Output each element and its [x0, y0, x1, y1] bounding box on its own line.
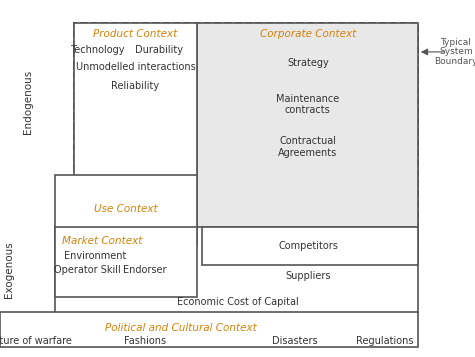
Text: System: System: [439, 47, 473, 56]
Text: contracts: contracts: [285, 105, 331, 115]
Bar: [202, 227, 418, 265]
Text: Political and Cultural Context: Political and Cultural Context: [104, 323, 256, 333]
Text: Reliability: Reliability: [111, 81, 160, 91]
Bar: [74, 23, 418, 245]
Bar: [55, 227, 197, 297]
Text: Durability: Durability: [135, 45, 183, 55]
Bar: [197, 23, 418, 245]
Text: Maintenance: Maintenance: [276, 94, 340, 104]
Text: Technology: Technology: [70, 45, 124, 55]
Text: Strategy: Strategy: [287, 58, 329, 68]
Text: Competitors: Competitors: [279, 241, 339, 251]
Bar: [74, 23, 197, 177]
Text: Product Context: Product Context: [93, 29, 178, 39]
Text: Economic Cost of Capital: Economic Cost of Capital: [177, 297, 298, 307]
Text: Unmodelled interactions: Unmodelled interactions: [76, 61, 195, 71]
Text: Fashions: Fashions: [124, 336, 166, 346]
Text: Regulations: Regulations: [356, 336, 414, 346]
Text: Endorser: Endorser: [123, 265, 167, 275]
Text: Suppliers: Suppliers: [285, 271, 331, 281]
Text: Disasters: Disasters: [272, 336, 317, 346]
Text: Use Context: Use Context: [94, 204, 158, 214]
Text: Corporate Context: Corporate Context: [260, 29, 356, 39]
Text: Endogenous: Endogenous: [22, 70, 33, 134]
Text: Boundary: Boundary: [434, 57, 475, 66]
Text: Contractual: Contractual: [279, 136, 336, 146]
Text: Market Context: Market Context: [62, 236, 142, 246]
Text: Agreements: Agreements: [278, 147, 337, 157]
Bar: [0, 312, 418, 347]
Text: Exogenous: Exogenous: [4, 241, 15, 298]
Text: Operator Skill: Operator Skill: [55, 265, 121, 275]
Bar: [55, 227, 418, 313]
Text: Typical: Typical: [441, 38, 471, 47]
Text: Environment: Environment: [64, 251, 126, 261]
Bar: [55, 175, 197, 245]
Text: Nature of warfare: Nature of warfare: [0, 336, 71, 346]
